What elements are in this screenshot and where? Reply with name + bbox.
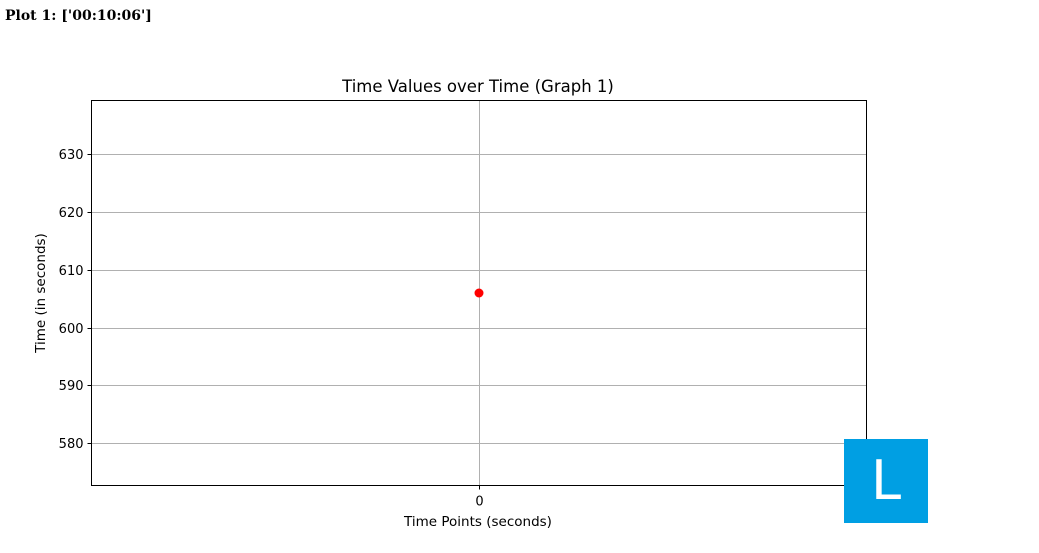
y-tick-label: 600 <box>59 322 84 337</box>
y-ticks: 580 590 600 610 620 630 <box>59 148 92 452</box>
data-points <box>474 288 484 298</box>
chart-title: Time Values over Time (Graph 1) <box>341 77 614 96</box>
y-tick-label: 580 <box>59 437 84 452</box>
x-ticks: 0 <box>475 485 484 510</box>
y-tick-label: 630 <box>59 148 84 163</box>
y-tick-label: 610 <box>59 264 84 279</box>
logo-letter: L <box>870 449 902 512</box>
logo-badge: L <box>844 439 928 523</box>
y-tick-label: 620 <box>59 206 84 221</box>
page-heading: Plot 1: ['00:10:06'] <box>5 8 152 24</box>
y-axis-label: Time (in seconds) <box>33 233 49 354</box>
data-point <box>474 288 484 298</box>
y-tick-label: 590 <box>59 379 84 394</box>
x-tick-label: 0 <box>475 495 483 510</box>
x-axis-label: Time Points (seconds) <box>403 514 552 530</box>
